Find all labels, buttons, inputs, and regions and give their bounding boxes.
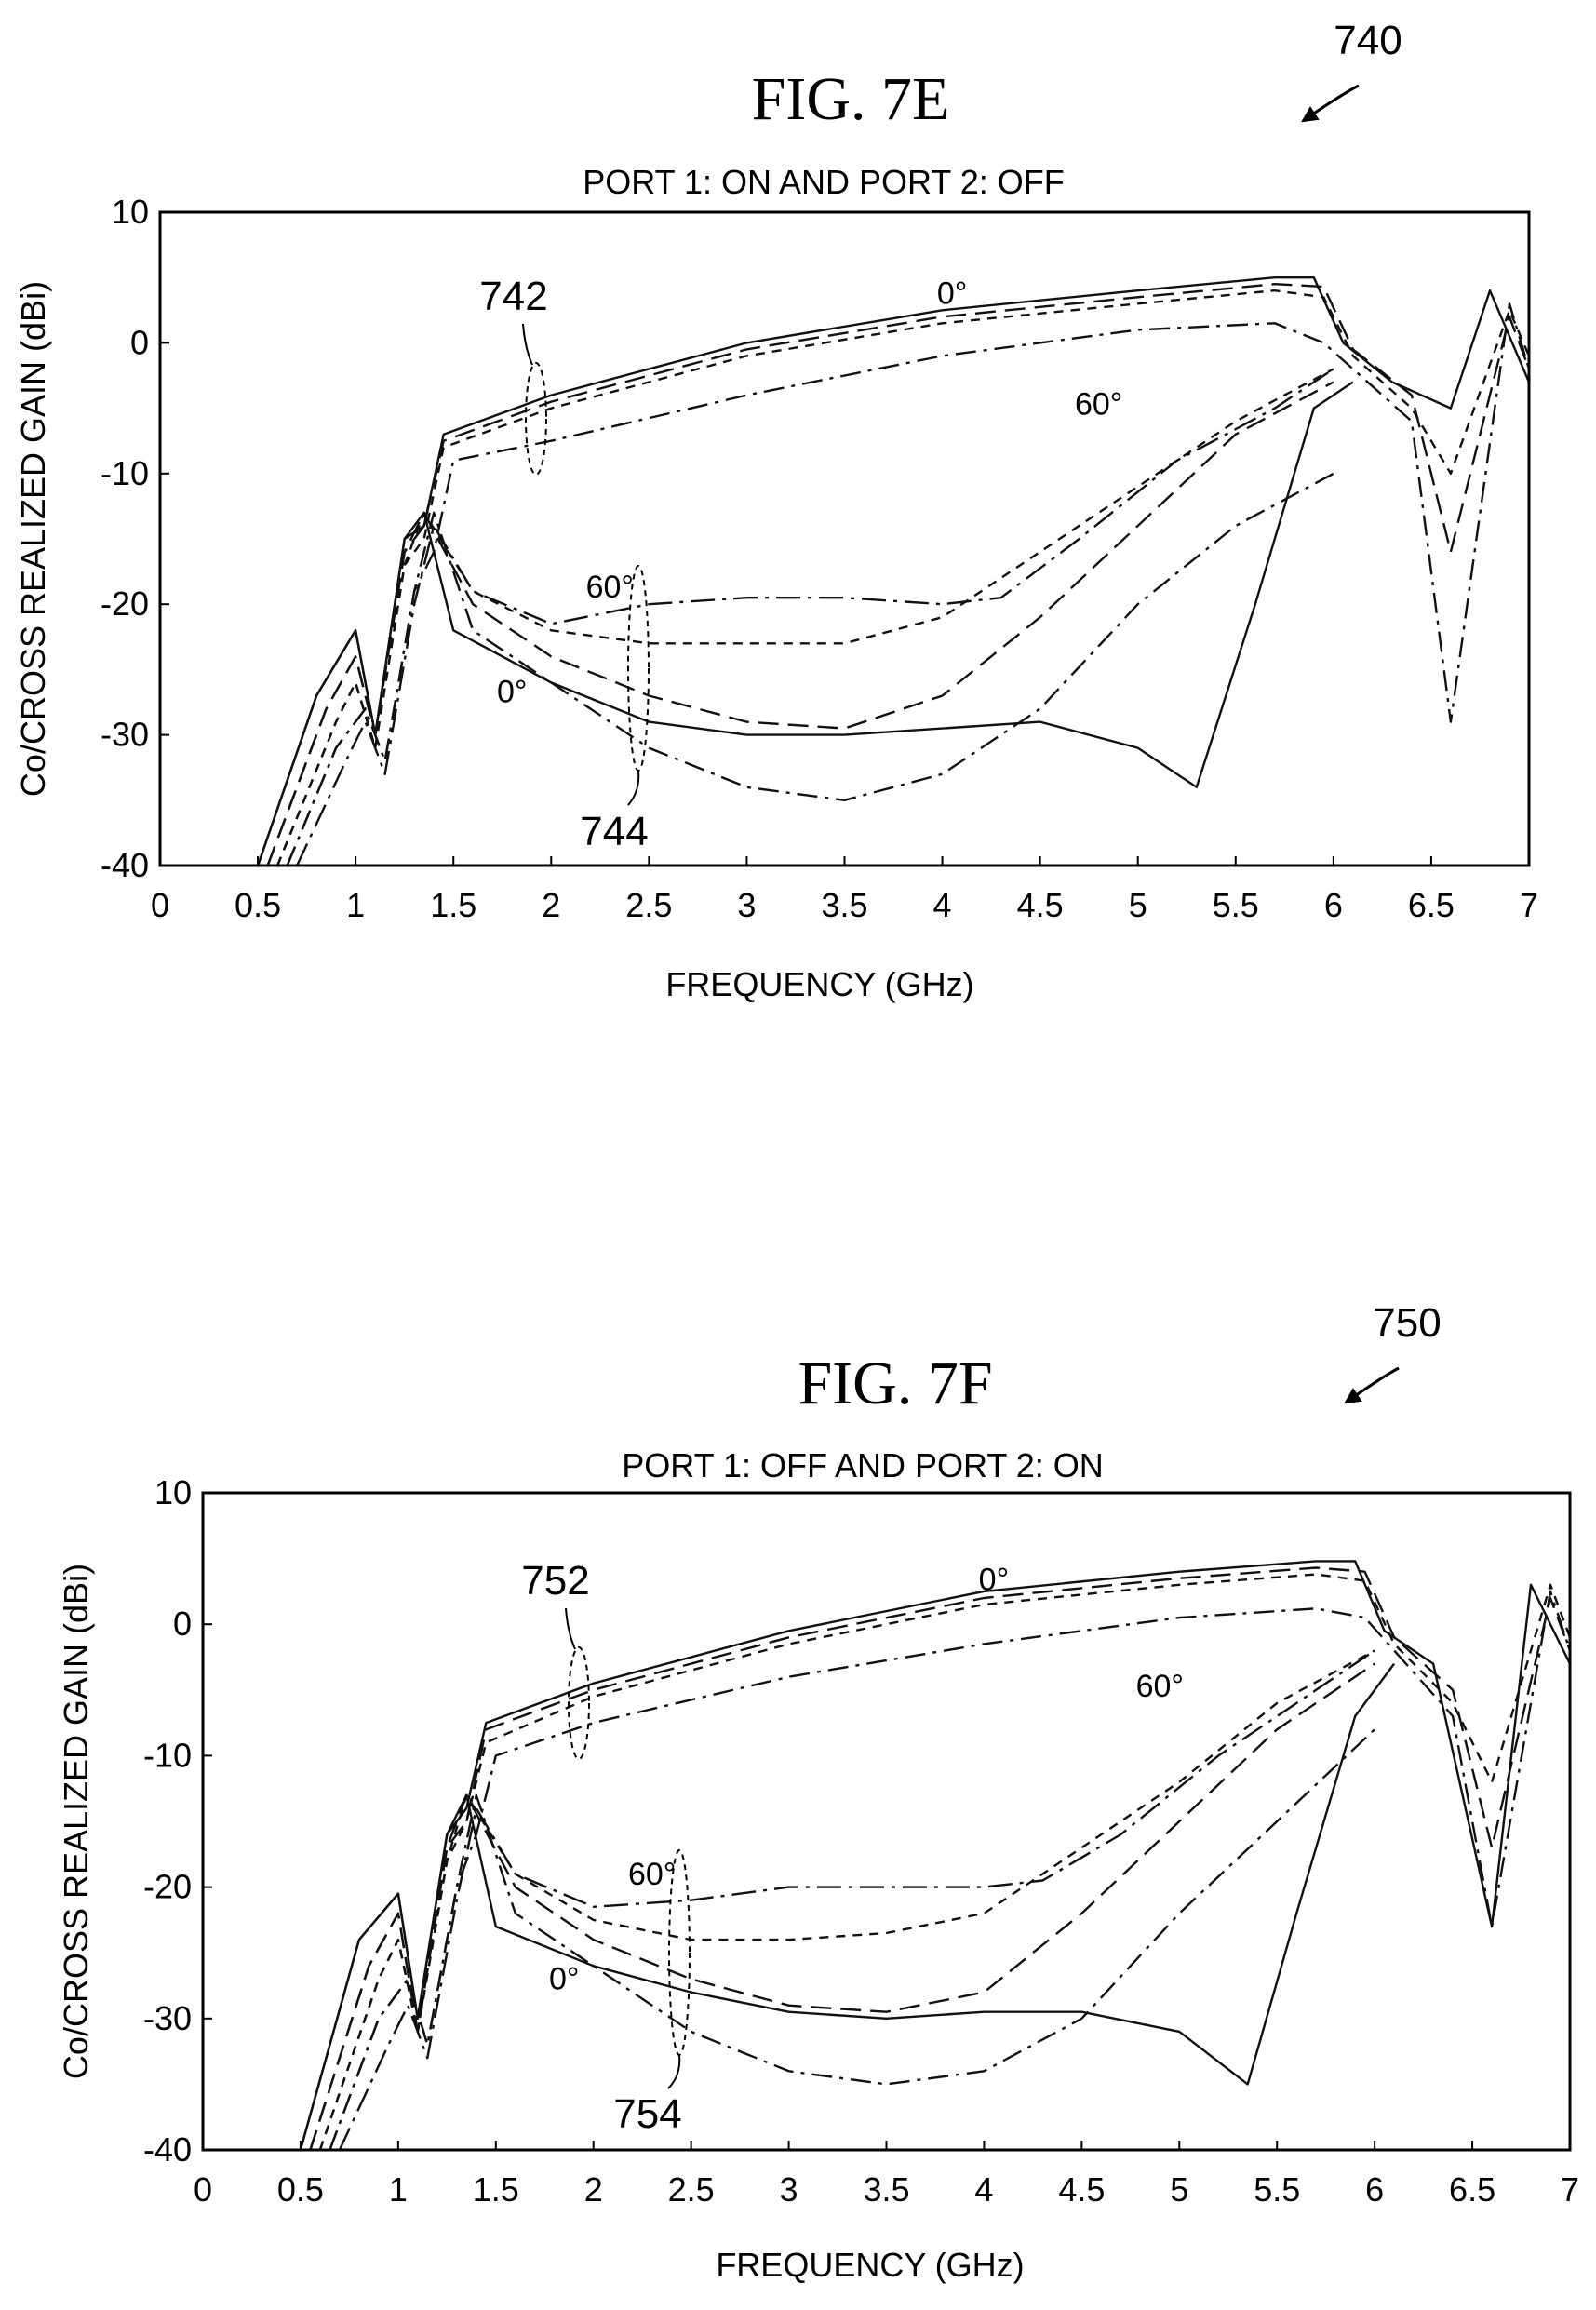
y-tick-label: 0	[130, 323, 149, 361]
x-tick-label: 0	[194, 2170, 212, 2209]
series-line-cross-short-dashed	[275, 368, 1334, 866]
series-line-co-dash-dot	[329, 1590, 1570, 2150]
series-line-cross-solid	[256, 381, 1354, 866]
x-tick-label: 5	[1129, 886, 1147, 924]
y-tick-label: -30	[143, 1999, 192, 2037]
x-tick-label: 0.5	[235, 886, 281, 924]
co-top-angle-label: 0°	[979, 1562, 1010, 1597]
x-tick-label: 2.5	[668, 2170, 715, 2209]
x-tick-label: 6	[1324, 886, 1343, 924]
x-tick-label: 0.5	[277, 2170, 324, 2209]
x-tick-label: 1	[346, 886, 365, 924]
cross-bottom-angle-label: 0°	[497, 675, 528, 710]
x-tick-label: 3.5	[863, 2170, 909, 2209]
x-tick-label: 4.5	[1017, 886, 1064, 924]
reference-arrowhead	[1344, 1388, 1362, 1404]
x-tick-label: 7	[1561, 2170, 1579, 2209]
y-tick-label: -20	[143, 1868, 192, 1906]
y-axis-label: Co/CROSS REALIZED GAIN (dBi)	[14, 281, 52, 797]
figure-label: FIG. 7F	[798, 1350, 992, 1417]
series-line-co-dashed	[266, 283, 1529, 866]
y-tick-label: -30	[101, 716, 149, 754]
x-tick-label: 6.5	[1449, 2170, 1495, 2209]
reference-numeral: 750	[1373, 1300, 1441, 1346]
series-line-co-dashed	[309, 1566, 1570, 2150]
co-group-label: 752	[521, 1558, 589, 1604]
plot-frame	[201, 1491, 1572, 2152]
chart-title: PORT 1: OFF AND PORT 2: ON	[622, 1446, 1103, 1484]
x-tick-label: 2	[584, 2170, 603, 2209]
x-tick-label: 4.5	[1058, 2170, 1105, 2209]
y-tick-label: -40	[101, 846, 149, 884]
x-tick-label: 5	[1170, 2170, 1188, 2209]
co-bottom-angle-label: 60°	[1136, 1669, 1184, 1704]
plot-frame	[158, 210, 1531, 867]
x-tick-label: 4	[974, 2170, 993, 2209]
series-line-cross-dash-dot-60	[296, 368, 1334, 866]
co-group-ellipse	[525, 362, 547, 476]
x-tick-label: 3.5	[821, 886, 867, 924]
co-bottom-angle-label: 60°	[1075, 387, 1122, 423]
series-line-cross-dashed	[266, 381, 1334, 866]
cross-group-leader	[627, 770, 640, 806]
series-group	[256, 276, 1529, 866]
y-axis-label: Co/CROSS REALIZED GAIN (dBi)	[57, 1564, 95, 2079]
x-tick-label: 1	[389, 2170, 408, 2209]
series-line-cross-dashed	[309, 1662, 1375, 2150]
x-tick-label: 0	[151, 886, 169, 924]
series-line-co-solid	[299, 1560, 1570, 2150]
y-tick-label: -20	[101, 584, 149, 623]
x-tick-label: 3	[780, 2170, 798, 2209]
x-tick-label: 7	[1520, 886, 1538, 924]
x-tick-label: 2.5	[625, 886, 672, 924]
cross-group-label: 754	[613, 2091, 681, 2137]
co-group-label: 742	[479, 274, 547, 319]
series-line-cross-dash-dot-60	[338, 1649, 1375, 2150]
reference-arrowhead	[1301, 106, 1320, 123]
cross-bottom-angle-label: 0°	[549, 1962, 580, 1997]
co-group-leader	[522, 323, 533, 366]
y-tick-label: 10	[154, 1473, 192, 1511]
y-tick-label: -10	[143, 1736, 192, 1774]
x-tick-label: 6.5	[1408, 886, 1455, 924]
chart-title: PORT 1: ON AND PORT 2: OFF	[583, 163, 1064, 201]
x-tick-label: 1.5	[430, 886, 476, 924]
cross-group-label: 744	[580, 809, 648, 854]
x-tick-label: 5.5	[1213, 886, 1259, 924]
series-line-cross-short-dashed	[318, 1649, 1375, 2150]
x-tick-label: 2	[542, 886, 560, 924]
x-tick-label: 5.5	[1254, 2170, 1300, 2209]
series-line-cross-dash-dot	[329, 1728, 1375, 2150]
x-tick-label: 6	[1365, 2170, 1384, 2209]
x-axis-label: FREQUENCY (GHz)	[716, 2246, 1024, 2284]
cross-group-leader	[667, 2054, 681, 2089]
x-tick-label: 1.5	[473, 2170, 519, 2209]
x-tick-label: 3	[737, 886, 756, 924]
y-tick-label: 0	[173, 1605, 192, 1643]
co-group-ellipse	[568, 1646, 590, 1760]
cross-top-angle-label: 60°	[586, 570, 634, 605]
x-axis-label: FREQUENCY (GHz)	[665, 965, 973, 1003]
co-group-leader	[565, 1607, 576, 1650]
co-top-angle-label: 0°	[937, 275, 968, 311]
series-line-cross-solid	[299, 1662, 1396, 2150]
y-tick-label: -10	[101, 454, 149, 492]
reference-numeral: 740	[1334, 18, 1402, 63]
y-tick-label: 10	[112, 193, 149, 231]
figure-label: FIG. 7E	[752, 65, 950, 133]
cross-top-angle-label: 60°	[628, 1857, 676, 1892]
x-tick-label: 4	[933, 886, 952, 924]
series-line-co-dash-dot	[286, 302, 1529, 866]
y-tick-label: -40	[143, 2130, 192, 2169]
series-group	[299, 1560, 1570, 2150]
series-line-cross-dash-dot	[286, 472, 1334, 866]
